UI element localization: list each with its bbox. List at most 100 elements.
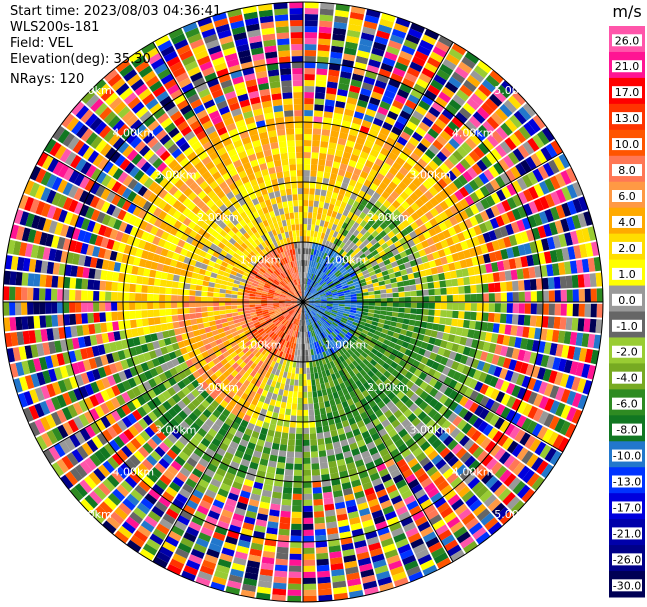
range-gate	[332, 292, 339, 296]
range-gate	[202, 409, 212, 418]
range-gate	[83, 231, 92, 244]
range-gate	[189, 313, 197, 320]
range-gate	[183, 109, 195, 121]
range-gate	[464, 285, 471, 294]
range-gate	[560, 289, 567, 302]
range-gate	[293, 355, 297, 362]
range-gate	[207, 190, 217, 199]
range-gate	[135, 302, 142, 310]
range-gate	[69, 277, 77, 289]
range-gate	[278, 208, 285, 215]
range-gate	[286, 194, 293, 202]
range-gate	[344, 47, 357, 56]
range-gate	[323, 111, 333, 119]
range-gate	[327, 271, 333, 277]
range-gate	[243, 357, 251, 365]
range-gate	[340, 71, 352, 79]
range-gate	[287, 589, 302, 596]
range-gate	[242, 259, 250, 266]
range-gate	[273, 294, 280, 297]
range-gate	[414, 515, 428, 527]
range-gate	[156, 162, 168, 173]
range-gate	[271, 594, 286, 602]
range-gate	[371, 47, 385, 57]
range-gate	[181, 333, 189, 341]
range-gate	[96, 83, 111, 98]
range-gate	[260, 187, 268, 196]
range-gate	[317, 390, 323, 397]
range-gate	[199, 250, 207, 258]
range-gate	[247, 236, 254, 244]
range-gate	[100, 188, 111, 200]
range-gate	[307, 294, 313, 299]
range-gate	[235, 325, 243, 331]
range-gate	[194, 335, 202, 343]
range-gate	[285, 341, 290, 348]
range-gate	[264, 350, 270, 358]
range-gate	[572, 181, 584, 197]
range-gate	[171, 315, 179, 322]
range-gate	[400, 269, 408, 276]
range-gate	[290, 170, 297, 177]
range-gate	[289, 421, 296, 428]
range-gate	[360, 282, 367, 287]
range-gate	[330, 386, 337, 394]
range-gate	[77, 143, 90, 157]
range-gate	[324, 276, 330, 282]
range-gate	[264, 364, 270, 372]
range-gate	[395, 276, 403, 282]
range-gate	[215, 199, 224, 208]
range-gate	[235, 230, 243, 238]
range-gate	[243, 232, 251, 240]
range-gate	[121, 253, 130, 264]
range-gate	[81, 278, 89, 290]
range-gate	[115, 466, 128, 480]
range-gate	[97, 482, 111, 496]
range-gate	[490, 192, 501, 204]
range-gate	[231, 302, 238, 306]
range-gate	[390, 277, 397, 284]
range-gate	[508, 258, 517, 270]
range-gate	[362, 295, 369, 299]
range-gate	[298, 290, 301, 297]
range-gate	[263, 106, 273, 114]
range-gate	[248, 35, 262, 44]
range-gate	[484, 98, 499, 112]
range-gate	[336, 285, 343, 290]
range-gate	[337, 255, 344, 262]
range-gate	[136, 406, 147, 418]
range-gate	[256, 592, 271, 601]
range-gate	[212, 499, 225, 509]
range-gate	[345, 239, 353, 246]
range-gate	[293, 279, 297, 286]
range-gate	[505, 223, 515, 236]
range-gate	[222, 137, 233, 147]
range-gate	[221, 41, 235, 51]
range-gate	[100, 201, 111, 213]
range-gate	[276, 462, 286, 469]
range-gate	[197, 190, 207, 200]
range-gate	[162, 453, 174, 465]
range-gate	[401, 489, 413, 500]
range-gate	[206, 199, 215, 209]
range-gate	[112, 321, 120, 331]
range-gate	[293, 318, 297, 325]
range-gate	[322, 226, 328, 234]
range-gate	[387, 204, 397, 213]
range-gate	[345, 277, 353, 283]
range-gate	[268, 423, 276, 431]
range-gate	[205, 395, 215, 404]
range-gate	[45, 233, 54, 247]
range-gate	[256, 176, 265, 185]
range-gate	[463, 218, 473, 229]
range-gate	[243, 298, 250, 302]
range-gate	[94, 405, 105, 418]
range-gate	[66, 117, 80, 132]
range-gate	[176, 168, 187, 179]
range-gate	[143, 149, 155, 161]
range-gate	[265, 472, 275, 480]
range-gate	[295, 331, 299, 338]
range-gate	[474, 213, 484, 224]
range-gate	[391, 28, 407, 39]
range-gate	[148, 277, 155, 286]
